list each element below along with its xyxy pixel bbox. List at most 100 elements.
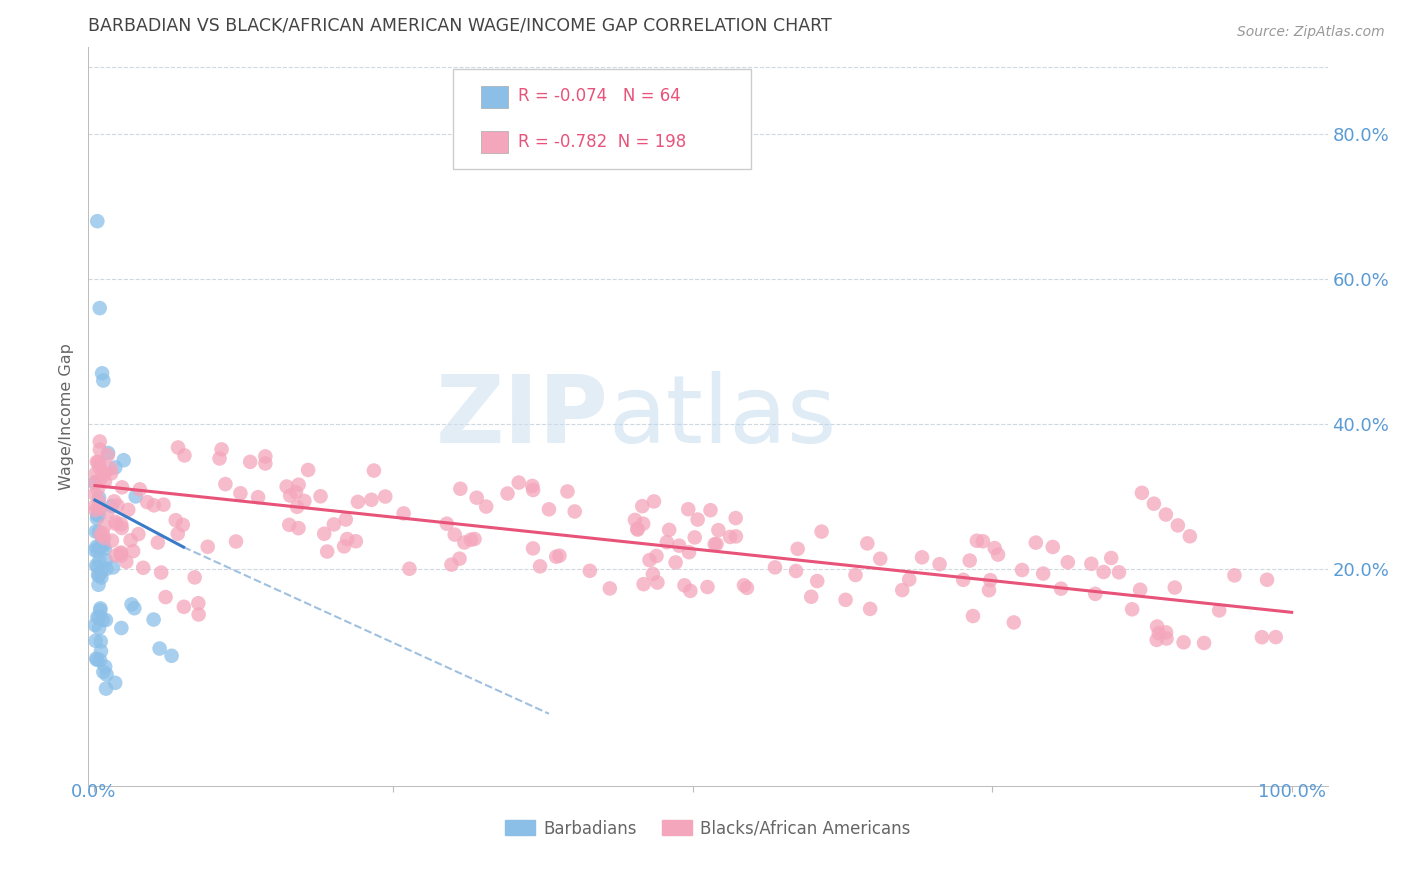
Text: 0.0%: 0.0% [72,782,117,800]
Point [104,516,127,531]
Point [627,523,650,537]
Point [247,490,270,504]
Point [1130,485,1153,500]
Point [254,450,277,464]
Point [1080,557,1102,571]
Point [706,537,728,551]
Point [977,583,1000,598]
Point [678,545,700,559]
Point [1002,615,1025,630]
Point [86,214,108,228]
Point [152,498,174,512]
Text: Source: ZipAtlas.com: Source: ZipAtlas.com [1237,25,1385,39]
Point [93,665,115,679]
Point [101,533,124,548]
Point [443,527,465,541]
Point [1256,573,1278,587]
Point [453,535,475,549]
Point [645,549,668,563]
Text: R = -0.074   N = 64: R = -0.074 N = 64 [517,87,681,105]
Point [117,503,139,517]
Point [187,596,209,610]
Point [276,479,298,493]
Point [983,541,1005,555]
Point [124,490,146,504]
Point [86,560,108,574]
Point [624,513,647,527]
Point [94,681,117,696]
Point [89,540,111,554]
Point [187,607,209,622]
Point [679,583,702,598]
Point [724,529,747,543]
Point [333,540,356,554]
Point [101,499,124,513]
Point [707,523,730,537]
Point [952,573,974,587]
Point [647,575,669,590]
Point [89,472,111,486]
Point [89,456,111,470]
Bar [481,86,508,108]
Point [111,521,134,535]
Point [90,565,112,579]
Point [91,613,114,627]
Point [1129,582,1152,597]
Point [91,539,114,553]
Point [90,644,112,658]
Point [786,541,808,556]
Point [120,533,142,548]
Point [100,461,122,475]
Point [475,500,498,514]
Point [959,553,981,567]
Point [699,503,721,517]
Point [1042,540,1064,554]
Point [631,516,654,531]
Point [1050,582,1073,596]
Point [84,487,107,501]
Point [100,467,122,481]
Point [94,541,117,556]
Point [101,560,124,574]
Point [436,516,458,531]
Point [278,517,301,532]
Point [84,475,107,490]
Point [626,522,648,536]
Point [89,601,111,615]
Point [322,517,344,532]
Point [254,457,277,471]
Point [86,483,108,497]
Point [800,590,823,604]
Point [1164,581,1187,595]
Point [1025,535,1047,549]
Point [686,512,709,526]
Point [564,504,586,518]
Point [718,530,741,544]
Point [363,464,385,478]
Point [806,574,828,588]
Point [460,533,482,547]
Point [93,531,115,545]
Point [84,651,107,665]
Point [239,455,262,469]
Point [94,475,117,489]
Point [84,618,107,632]
Point [110,621,132,635]
Point [1143,497,1166,511]
Point [93,467,115,481]
Point [122,544,145,558]
Point [859,602,882,616]
Point [136,495,159,509]
Point [97,448,120,462]
Y-axis label: Wage/Income Gap: Wage/Income Gap [59,343,75,491]
Point [86,540,108,554]
Point [1084,587,1107,601]
Point [522,483,544,497]
Point [529,559,551,574]
Point [87,578,110,592]
Point [183,570,205,584]
Point [96,505,118,519]
Point [314,526,336,541]
Point [84,524,107,539]
FancyBboxPatch shape [454,70,751,169]
